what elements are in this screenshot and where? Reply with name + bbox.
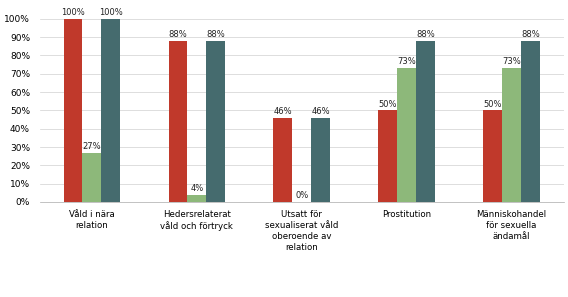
- Text: 46%: 46%: [274, 107, 292, 116]
- Text: 50%: 50%: [379, 99, 397, 109]
- Text: 0%: 0%: [295, 191, 308, 200]
- Text: 100%: 100%: [99, 8, 123, 17]
- Text: 88%: 88%: [521, 30, 540, 39]
- Bar: [187, 195, 206, 202]
- Bar: [397, 68, 416, 202]
- Bar: [483, 110, 502, 202]
- Text: 46%: 46%: [311, 107, 330, 116]
- Bar: [311, 118, 330, 202]
- Bar: [64, 19, 82, 202]
- Bar: [82, 153, 101, 202]
- Bar: [502, 68, 521, 202]
- Bar: [206, 41, 225, 202]
- Bar: [101, 19, 120, 202]
- Text: 50%: 50%: [483, 99, 502, 109]
- Text: 88%: 88%: [169, 30, 187, 39]
- Bar: [378, 110, 397, 202]
- Text: 73%: 73%: [398, 57, 416, 67]
- Text: 4%: 4%: [190, 184, 203, 193]
- Bar: [416, 41, 435, 202]
- Text: 73%: 73%: [502, 57, 521, 67]
- Text: 27%: 27%: [82, 142, 101, 151]
- Bar: [273, 118, 293, 202]
- Text: 88%: 88%: [206, 30, 225, 39]
- Text: 100%: 100%: [61, 8, 85, 17]
- Bar: [169, 41, 187, 202]
- Bar: [521, 41, 540, 202]
- Text: 88%: 88%: [416, 30, 435, 39]
